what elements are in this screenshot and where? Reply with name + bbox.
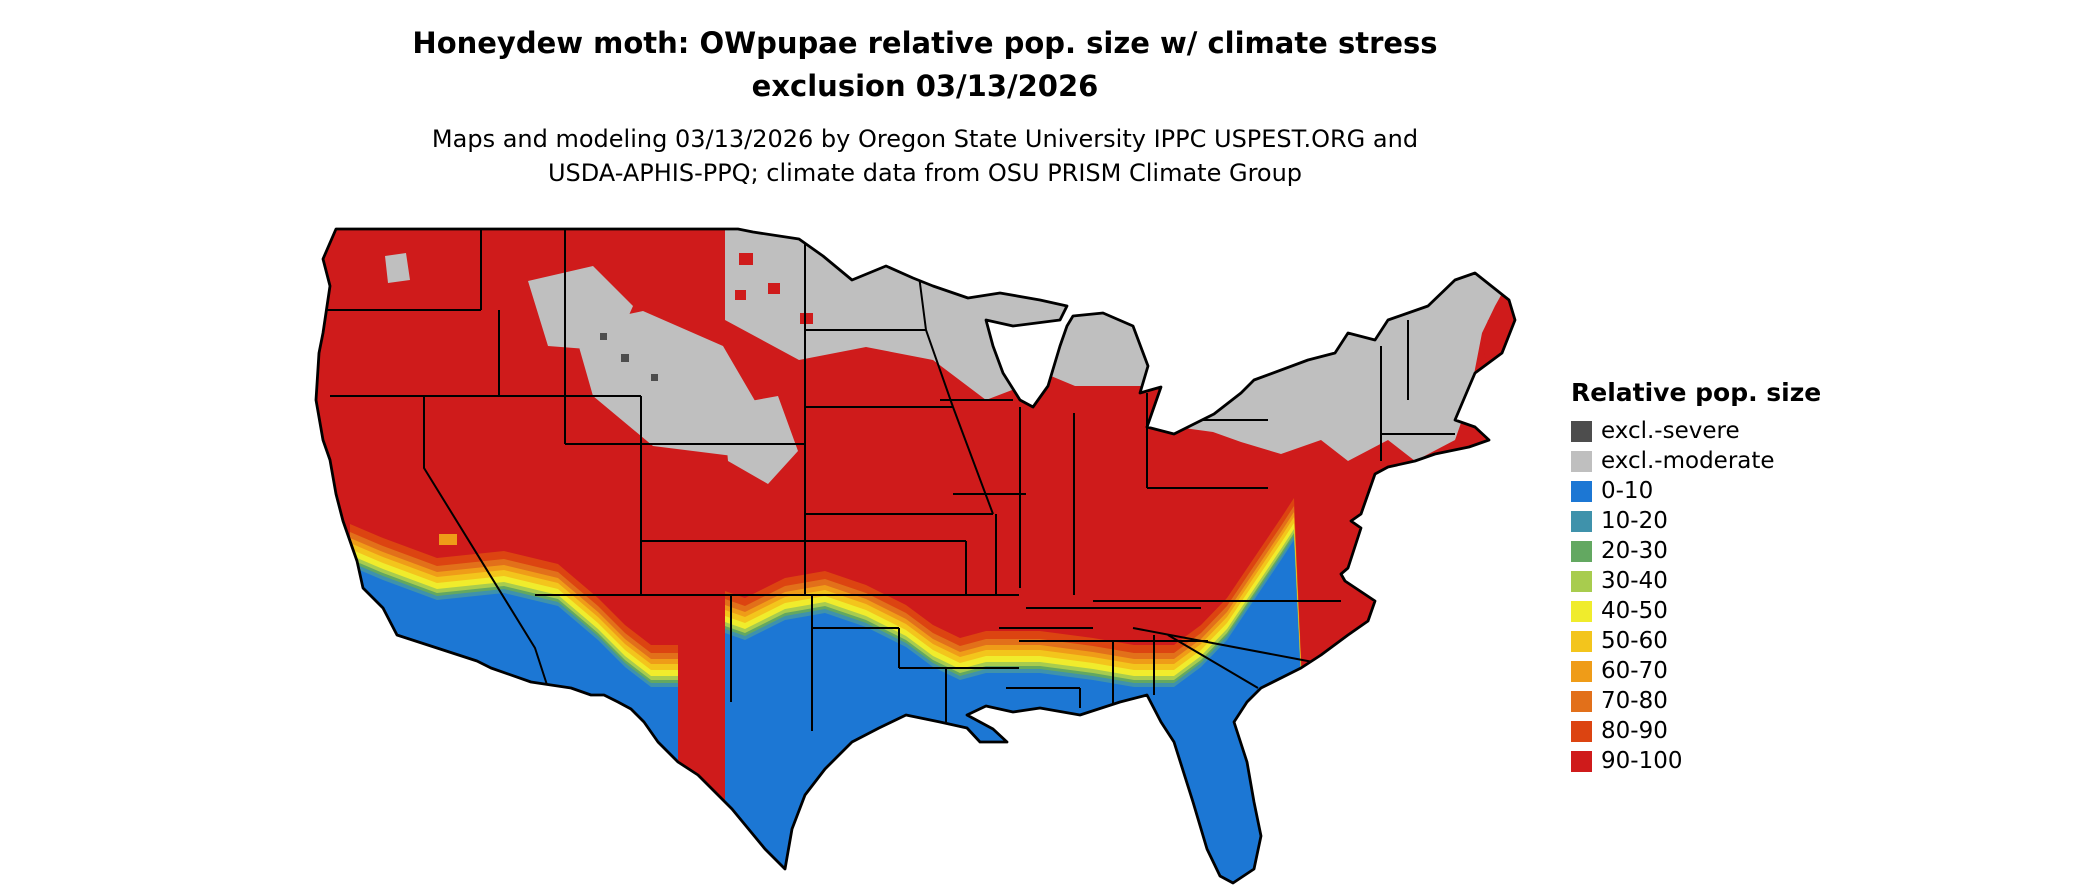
legend-label: 70-80: [1601, 688, 1668, 714]
legend-label: excl.-severe: [1601, 418, 1740, 444]
legend-item-20-30: 20-30: [1571, 538, 1821, 564]
legend-swatch-80-90: [1571, 720, 1592, 742]
legend-swatch-50-60: [1571, 630, 1592, 652]
legend-label: 40-50: [1601, 598, 1668, 624]
legend-item-excl-moderate: excl.-moderate: [1571, 448, 1821, 474]
legend-swatch-40-50: [1571, 600, 1592, 622]
legend-item-70-80: 70-80: [1571, 688, 1821, 714]
legend-label: 60-70: [1601, 658, 1668, 684]
map-title-line1: Honeydew moth: OWpupae relative pop. siz…: [412, 26, 1438, 60]
legend-item-90-100: 90-100: [1571, 748, 1821, 774]
legend-label: 0-10: [1601, 478, 1654, 504]
legend-label: 20-30: [1601, 538, 1668, 564]
legend-item-50-60: 50-60: [1571, 628, 1821, 654]
map-subtitle-line1: Maps and modeling 03/13/2026 by Oregon S…: [431, 125, 1419, 153]
map-subtitle: Maps and modeling 03/13/2026 by Oregon S…: [0, 122, 1850, 190]
map-title: Honeydew moth: OWpupae relative pop. siz…: [0, 22, 1850, 108]
legend-swatch-30-40: [1571, 570, 1592, 592]
map-subtitle-line2: USDA-APHIS-PPQ; climate data from OSU PR…: [547, 159, 1303, 187]
legend-label: 30-40: [1601, 568, 1668, 594]
legend-swatch-excl-severe: [1571, 420, 1592, 442]
map-legend: Relative pop. size excl.-severe excl.-mo…: [1571, 378, 1821, 778]
legend-item-excl-severe: excl.-severe: [1571, 418, 1821, 444]
legend-swatch-60-70: [1571, 660, 1592, 682]
region-severe-exclusion-specks: [600, 333, 658, 381]
desert-hotspot: [439, 534, 457, 545]
state-boundaries: [323, 229, 1455, 731]
legend-swatch-10-20: [1571, 510, 1592, 532]
legend-item-60-70: 60-70: [1571, 658, 1821, 684]
legend-swatch-excl-moderate: [1571, 450, 1592, 472]
us-map-svg: [314, 227, 1517, 885]
legend-label: 50-60: [1601, 628, 1668, 654]
legend-item-40-50: 40-50: [1571, 598, 1821, 624]
us-population-map: [300, 226, 1526, 896]
legend-label: 80-90: [1601, 718, 1668, 744]
conus-outline: [314, 227, 1517, 885]
legend-item-0-10: 0-10: [1571, 478, 1821, 504]
legend-label: 90-100: [1601, 748, 1683, 774]
legend-item-10-20: 10-20: [1571, 508, 1821, 534]
map-title-line2: exclusion 03/13/2026: [751, 69, 1099, 103]
legend-label: 10-20: [1601, 508, 1668, 534]
legend-swatch-90-100: [1571, 750, 1592, 772]
legend-item-80-90: 80-90: [1571, 718, 1821, 744]
legend-label: excl.-moderate: [1601, 448, 1775, 474]
legend-swatch-0-10: [1571, 480, 1592, 502]
legend-title: Relative pop. size: [1571, 378, 1822, 407]
legend-swatch-70-80: [1571, 690, 1592, 712]
legend-item-30-40: 30-40: [1571, 568, 1821, 594]
legend-swatch-20-30: [1571, 540, 1592, 562]
